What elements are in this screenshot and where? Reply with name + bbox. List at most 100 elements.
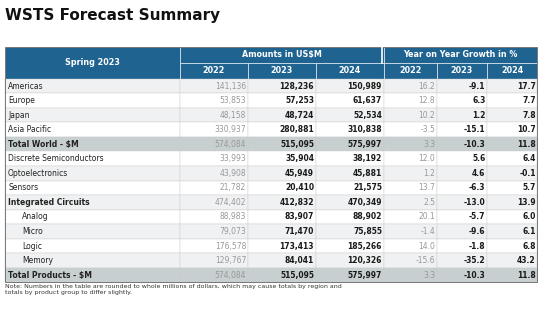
Bar — [180, 137, 248, 152]
Text: 45,949: 45,949 — [285, 169, 314, 178]
Bar — [180, 47, 383, 63]
Bar — [248, 63, 316, 79]
Bar — [487, 253, 537, 268]
Text: 3.3: 3.3 — [423, 140, 435, 149]
Bar — [5, 210, 180, 224]
Bar — [248, 195, 316, 210]
Bar — [437, 93, 487, 108]
Bar — [180, 63, 248, 79]
Bar — [487, 166, 537, 181]
Text: 7.8: 7.8 — [522, 111, 536, 119]
Bar — [487, 239, 537, 253]
Bar — [5, 152, 180, 166]
Text: 575,997: 575,997 — [348, 271, 382, 280]
Bar — [180, 195, 248, 210]
Text: 310,838: 310,838 — [347, 125, 382, 134]
Bar — [383, 137, 437, 152]
Text: 88,983: 88,983 — [220, 212, 246, 222]
Text: 11.8: 11.8 — [517, 140, 536, 149]
Bar — [383, 166, 437, 181]
Bar — [316, 122, 383, 137]
Bar — [383, 108, 437, 122]
Text: 14.0: 14.0 — [418, 241, 435, 251]
Bar — [487, 181, 537, 195]
Bar — [248, 108, 316, 122]
Bar — [383, 63, 437, 79]
Text: 575,997: 575,997 — [348, 140, 382, 149]
Text: Amounts in US$M: Amounts in US$M — [242, 50, 322, 59]
Text: Asia Pacific: Asia Pacific — [8, 125, 51, 134]
Bar — [5, 224, 180, 239]
Text: 6.1: 6.1 — [522, 227, 536, 236]
Bar — [180, 210, 248, 224]
Text: 120,326: 120,326 — [348, 256, 382, 265]
Bar — [316, 253, 383, 268]
Text: Optoelectronics: Optoelectronics — [8, 169, 69, 178]
Bar — [316, 181, 383, 195]
Text: -3.5: -3.5 — [420, 125, 435, 134]
Bar — [437, 253, 487, 268]
Bar — [248, 79, 316, 93]
Bar — [180, 166, 248, 181]
Bar — [248, 253, 316, 268]
Bar — [316, 210, 383, 224]
Text: 6.3: 6.3 — [472, 96, 485, 105]
Text: 16.2: 16.2 — [418, 81, 435, 90]
Text: 173,413: 173,413 — [280, 241, 314, 251]
Text: 10.7: 10.7 — [517, 125, 536, 134]
Bar — [383, 239, 437, 253]
Bar — [437, 137, 487, 152]
Text: 2023: 2023 — [451, 66, 473, 75]
Text: 43,908: 43,908 — [219, 169, 246, 178]
Text: -35.2: -35.2 — [464, 256, 485, 265]
Text: Japan: Japan — [8, 111, 30, 119]
Text: 11.8: 11.8 — [517, 271, 536, 280]
Bar — [487, 108, 537, 122]
Bar — [437, 122, 487, 137]
Text: 129,767: 129,767 — [215, 256, 246, 265]
Bar — [180, 239, 248, 253]
Text: 21,782: 21,782 — [220, 183, 246, 192]
Bar — [316, 268, 383, 282]
Text: 574,084: 574,084 — [214, 271, 246, 280]
Bar — [437, 268, 487, 282]
Bar — [180, 79, 248, 93]
Text: 10.2: 10.2 — [418, 111, 435, 119]
Text: 71,470: 71,470 — [285, 227, 314, 236]
Bar — [487, 224, 537, 239]
Bar — [316, 166, 383, 181]
Text: -10.3: -10.3 — [464, 140, 485, 149]
Text: -1.8: -1.8 — [469, 241, 485, 251]
Bar — [5, 93, 180, 108]
Text: 515,095: 515,095 — [280, 271, 314, 280]
Text: 88,902: 88,902 — [353, 212, 382, 222]
Bar — [248, 239, 316, 253]
Text: 3.3: 3.3 — [423, 271, 435, 280]
Bar — [180, 181, 248, 195]
Text: 185,266: 185,266 — [348, 241, 382, 251]
Bar — [248, 152, 316, 166]
Text: -13.0: -13.0 — [464, 198, 485, 207]
Bar — [437, 210, 487, 224]
Bar — [487, 137, 537, 152]
Text: 412,832: 412,832 — [280, 198, 314, 207]
Text: 574,084: 574,084 — [214, 140, 246, 149]
Bar — [383, 253, 437, 268]
Bar — [180, 253, 248, 268]
Text: 83,907: 83,907 — [285, 212, 314, 222]
Bar — [5, 268, 180, 282]
Bar — [316, 93, 383, 108]
Bar — [248, 122, 316, 137]
Text: Discrete Semiconductors: Discrete Semiconductors — [8, 154, 104, 163]
Text: Sensors: Sensors — [8, 183, 38, 192]
Text: 2024: 2024 — [501, 66, 523, 75]
Bar — [316, 195, 383, 210]
Bar — [5, 137, 180, 152]
Bar — [180, 152, 248, 166]
Bar — [487, 63, 537, 79]
Bar — [180, 108, 248, 122]
Text: 2024: 2024 — [339, 66, 361, 75]
Bar — [437, 152, 487, 166]
Text: 128,236: 128,236 — [280, 81, 314, 90]
Text: 61,637: 61,637 — [353, 96, 382, 105]
